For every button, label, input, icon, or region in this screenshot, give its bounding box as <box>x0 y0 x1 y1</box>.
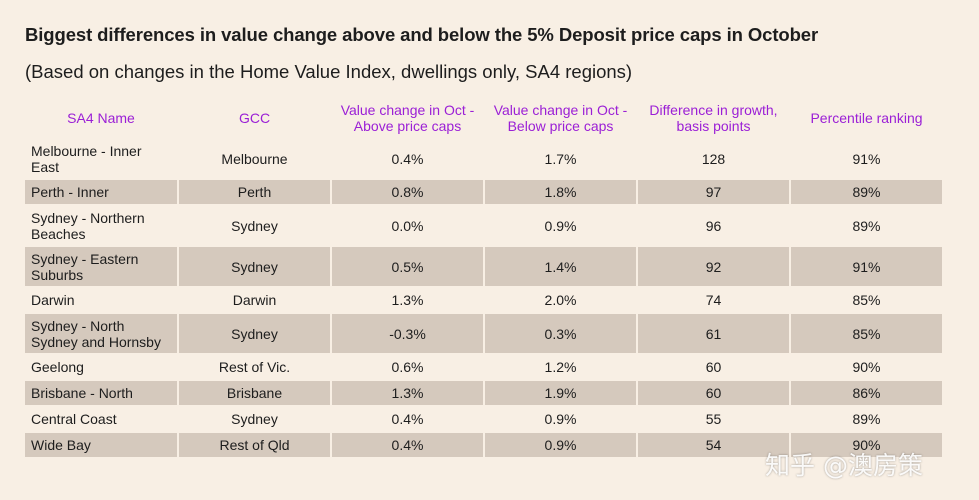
page-title: Biggest differences in value change abov… <box>25 24 819 45</box>
cell-gcc: Sydney <box>178 406 332 433</box>
column-header-percentile: Percentile ranking <box>790 97 944 139</box>
column-header-gcc: GCC <box>178 97 332 139</box>
table-row: Sydney - Northern Beaches Sydney 0.0% 0.… <box>25 205 944 247</box>
cell-difference: 74 <box>637 287 791 314</box>
table-row: Perth - Inner Perth 0.8% 1.8% 97 89% <box>25 179 944 206</box>
table-row: Brisbane - North Brisbane 1.3% 1.9% 60 8… <box>25 380 944 407</box>
cell-gcc: Brisbane <box>178 380 332 407</box>
cell-below-caps: 0.9% <box>484 406 638 433</box>
page-subtitle: (Based on changes in the Home Value Inde… <box>25 61 633 82</box>
cell-percentile: 90% <box>790 354 944 381</box>
column-header-below-caps: Value change in Oct - Below price caps <box>484 97 638 139</box>
cell-percentile: 89% <box>790 179 944 206</box>
cell-percentile: 86% <box>790 380 944 407</box>
cell-sa4-name: Sydney - Northern Beaches <box>25 205 179 247</box>
table-row: Darwin Darwin 1.3% 2.0% 74 85% <box>25 287 944 314</box>
table-row: Melbourne - Inner East Melbourne 0.4% 1.… <box>25 139 944 180</box>
cell-sa4-name: Brisbane - North <box>25 380 179 407</box>
cell-percentile: 90% <box>790 432 944 459</box>
cell-above-caps: 0.4% <box>331 139 485 180</box>
cell-gcc: Sydney <box>178 313 332 355</box>
cell-percentile: 85% <box>790 313 944 355</box>
cell-above-caps: 0.8% <box>331 179 485 206</box>
cell-gcc: Darwin <box>178 287 332 314</box>
cell-above-caps: 0.5% <box>331 246 485 288</box>
cell-difference: 55 <box>637 406 791 433</box>
cell-gcc: Sydney <box>178 246 332 288</box>
cell-percentile: 89% <box>790 406 944 433</box>
cell-above-caps: 0.0% <box>331 205 485 247</box>
cell-sa4-name: Perth - Inner <box>25 179 179 206</box>
table-row: Central Coast Sydney 0.4% 0.9% 55 89% <box>25 406 944 433</box>
table-row: Wide Bay Rest of Qld 0.4% 0.9% 54 90% <box>25 432 944 459</box>
cell-difference: 97 <box>637 179 791 206</box>
cell-gcc: Rest of Qld <box>178 432 332 459</box>
cell-gcc: Perth <box>178 179 332 206</box>
cell-sa4-name: Geelong <box>25 354 179 381</box>
cell-above-caps: 0.4% <box>331 406 485 433</box>
cell-gcc: Sydney <box>178 205 332 247</box>
cell-below-caps: 1.9% <box>484 380 638 407</box>
cell-below-caps: 1.8% <box>484 179 638 206</box>
cell-sa4-name: Darwin <box>25 287 179 314</box>
price-caps-table: SA4 Name GCC Value change in Oct - Above… <box>25 97 944 459</box>
cell-difference: 60 <box>637 380 791 407</box>
table-header-row: SA4 Name GCC Value change in Oct - Above… <box>25 97 944 139</box>
cell-difference: 96 <box>637 205 791 247</box>
cell-above-caps: 1.3% <box>331 287 485 314</box>
cell-above-caps: 0.4% <box>331 432 485 459</box>
table-row: Sydney - North Sydney and Hornsby Sydney… <box>25 313 944 355</box>
cell-below-caps: 1.4% <box>484 246 638 288</box>
cell-sa4-name: Sydney - North Sydney and Hornsby <box>25 313 179 355</box>
cell-sa4-name: Central Coast <box>25 406 179 433</box>
cell-sa4-name: Sydney - Eastern Suburbs <box>25 246 179 288</box>
cell-percentile: 85% <box>790 287 944 314</box>
cell-below-caps: 0.9% <box>484 205 638 247</box>
cell-gcc: Rest of Vic. <box>178 354 332 381</box>
cell-below-caps: 2.0% <box>484 287 638 314</box>
column-header-sa4-name: SA4 Name <box>25 97 179 139</box>
cell-sa4-name: Wide Bay <box>25 432 179 459</box>
cell-difference: 60 <box>637 354 791 381</box>
cell-below-caps: 0.3% <box>484 313 638 355</box>
column-header-above-caps: Value change in Oct - Above price caps <box>331 97 485 139</box>
cell-below-caps: 0.9% <box>484 432 638 459</box>
cell-below-caps: 1.7% <box>484 139 638 180</box>
cell-gcc: Melbourne <box>178 139 332 180</box>
cell-percentile: 89% <box>790 205 944 247</box>
cell-difference: 61 <box>637 313 791 355</box>
column-header-difference: Difference in growth, basis points <box>637 97 791 139</box>
watermark: 知乎 @澳房策 <box>765 451 923 480</box>
cell-difference: 54 <box>637 432 791 459</box>
cell-percentile: 91% <box>790 139 944 180</box>
table-row: Sydney - Eastern Suburbs Sydney 0.5% 1.4… <box>25 246 944 288</box>
cell-above-caps: 0.6% <box>331 354 485 381</box>
cell-above-caps: -0.3% <box>331 313 485 355</box>
table-row: Geelong Rest of Vic. 0.6% 1.2% 60 90% <box>25 354 944 381</box>
cell-sa4-name: Melbourne - Inner East <box>25 139 179 180</box>
cell-above-caps: 1.3% <box>331 380 485 407</box>
cell-difference: 92 <box>637 246 791 288</box>
cell-percentile: 91% <box>790 246 944 288</box>
cell-difference: 128 <box>637 139 791 180</box>
cell-below-caps: 1.2% <box>484 354 638 381</box>
